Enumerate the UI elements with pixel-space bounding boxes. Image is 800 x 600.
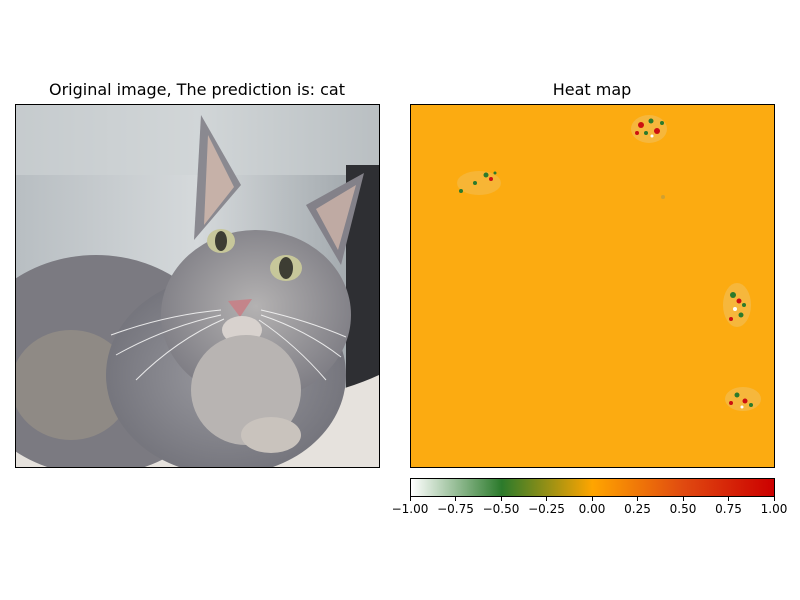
colorbar-tick-label: 0.75 xyxy=(715,502,742,516)
colorbar-tick-label: 0.50 xyxy=(669,502,697,516)
colorbar-tick-mark xyxy=(637,497,638,501)
colorbar-tick-label: 0.00 xyxy=(578,502,606,516)
heatmap-hotspot xyxy=(725,387,761,411)
heatmap xyxy=(410,104,775,468)
colorbar xyxy=(410,478,775,497)
colorbar-tick-label: −0.50 xyxy=(482,502,520,516)
original-image xyxy=(15,104,380,468)
colorbar-tick-mark xyxy=(500,497,502,501)
colorbar-tick-mark xyxy=(591,497,593,501)
original-image-title: Original image, The prediction is: cat xyxy=(48,80,346,99)
heatmap-hotspot xyxy=(457,171,501,195)
colorbar-tick-mark xyxy=(682,497,684,501)
colorbar-tick-mark xyxy=(409,497,411,501)
colorbar-tick-label: −0.75 xyxy=(437,502,474,516)
colorbar-tick-mark xyxy=(728,497,729,501)
colorbar-tick-label: −0.25 xyxy=(528,502,565,516)
colorbar-tick-label: −1.00 xyxy=(391,502,429,516)
colorbar-tick-mark xyxy=(546,497,547,501)
colorbar-tick-label: 1.00 xyxy=(760,502,788,516)
colorbar-tick-mark xyxy=(773,497,775,501)
heatmap-hotspot xyxy=(631,115,667,143)
heatmap-hotspot xyxy=(723,283,751,327)
colorbar-tick-label: 0.25 xyxy=(624,502,651,516)
heatmap-title: Heat map xyxy=(552,80,632,99)
colorbar-tick-mark xyxy=(455,497,456,501)
